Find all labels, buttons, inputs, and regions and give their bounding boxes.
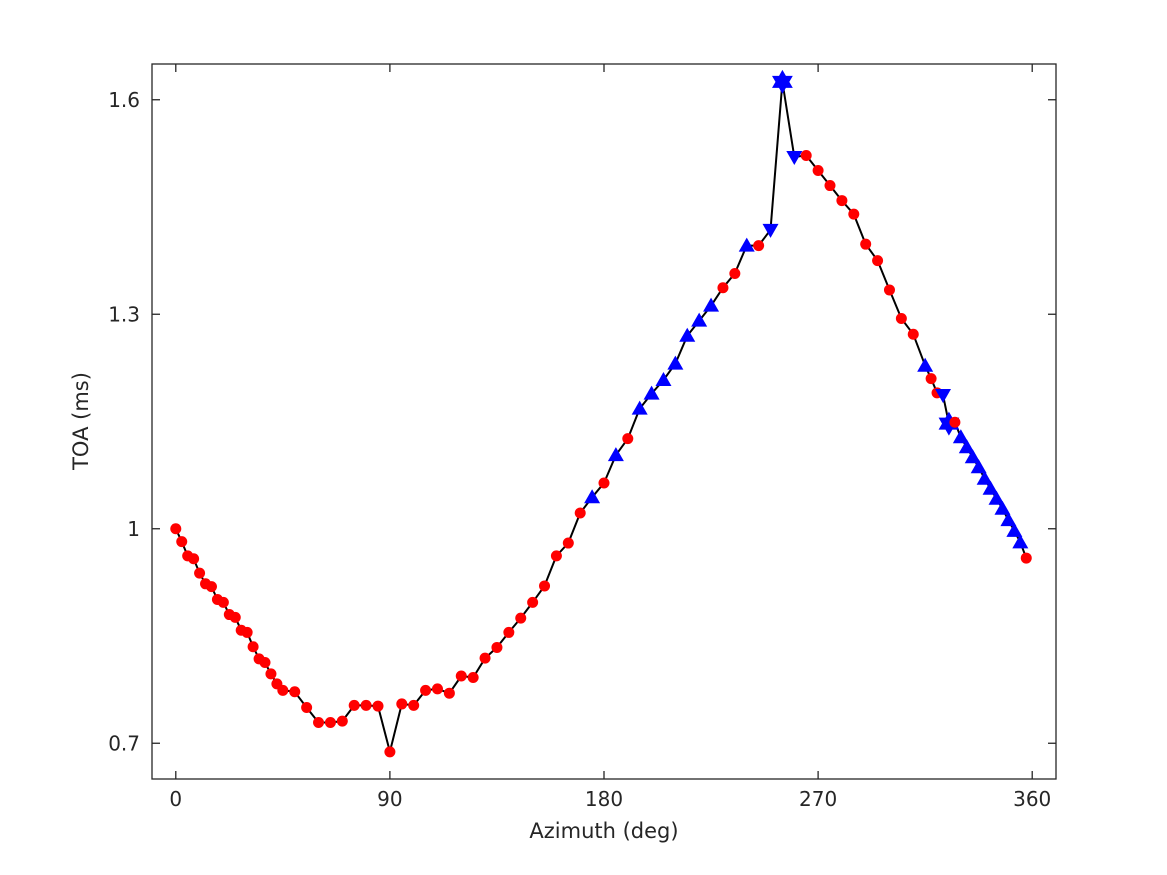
marker-triangle-up: [738, 237, 755, 252]
marker-circle: [431, 683, 443, 695]
marker-circle: [562, 537, 574, 549]
y-tick-label: 0.7: [108, 731, 140, 755]
marker-circle: [925, 373, 937, 385]
marker-circle: [301, 702, 313, 713]
y-tick-label: 1.3: [108, 302, 140, 326]
x-tick-label: 180: [585, 787, 623, 811]
marker-circle: [289, 686, 301, 698]
x-tick-label: 0: [169, 787, 182, 811]
toa-line: [174, 80, 1028, 753]
marker-circle: [241, 626, 253, 638]
marker-triangle-up: [917, 357, 934, 372]
marker-triangle-up: [952, 429, 969, 444]
marker-circle: [324, 717, 336, 729]
x-axis-label: Azimuth (deg): [529, 819, 678, 843]
marker-circle: [479, 652, 491, 664]
marker-circle: [539, 580, 551, 592]
marker-circle: [265, 668, 277, 680]
x-tick-label: 270: [799, 787, 837, 811]
marker-triangle-up: [691, 312, 708, 327]
marker-circle: [420, 684, 432, 696]
marker-circle: [491, 641, 503, 653]
marker-circle: [753, 240, 765, 252]
marker-circle: [384, 746, 396, 758]
marker-triangle-up: [964, 449, 981, 464]
marker-circle: [336, 715, 348, 727]
marker-circle: [217, 596, 229, 608]
marker-circle: [800, 150, 812, 162]
marker-circle: [360, 699, 372, 711]
marker-circle: [860, 238, 872, 250]
marker-circle: [812, 165, 824, 177]
marker-triangle-up: [970, 459, 987, 474]
marker-circle: [895, 313, 907, 325]
marker-circle: [176, 536, 188, 548]
marker-circle: [622, 433, 634, 445]
marker-circle: [467, 671, 479, 683]
marker-triangle-up: [1006, 522, 1023, 537]
marker-triangle-up: [607, 447, 624, 462]
marker-circle: [949, 416, 961, 428]
marker-circle: [515, 612, 527, 624]
x-tick-label: 90: [377, 787, 402, 811]
marker-circle: [396, 698, 408, 710]
marker-hexagram: [772, 69, 793, 94]
marker-circle: [229, 611, 241, 623]
marker-circle: [408, 699, 420, 711]
axes-box: [151, 63, 1057, 780]
marker-triangle-up: [1000, 512, 1017, 527]
marker-triangle-up: [958, 439, 975, 454]
marker-circle: [313, 717, 325, 729]
marker-circle: [443, 687, 455, 699]
y-axis-label: TOA (ms): [69, 372, 93, 471]
marker-circle: [205, 581, 217, 593]
marker-circle: [848, 208, 860, 220]
marker-circle: [729, 267, 741, 279]
marker-triangle-up: [584, 489, 601, 504]
marker-triangle-up: [703, 297, 720, 312]
marker-circle: [170, 523, 182, 535]
marker-circle: [194, 567, 206, 579]
marker-circle: [455, 670, 467, 682]
marker-triangle-up: [631, 400, 648, 415]
marker-triangle-down: [935, 389, 951, 404]
marker-triangle-down: [786, 150, 803, 165]
marker-triangle-up: [643, 385, 660, 400]
marker-circle: [527, 596, 539, 608]
marker-triangle-up: [667, 355, 684, 370]
marker-triangle-up: [982, 480, 999, 495]
marker-circle: [872, 255, 884, 267]
marker-circle: [883, 284, 895, 296]
marker-circle: [372, 700, 384, 712]
marker-circle: [574, 507, 586, 519]
y-tick-label: 1.6: [108, 88, 140, 112]
marker-circle: [277, 684, 289, 696]
marker-triangle-up: [994, 500, 1011, 515]
marker-circle: [824, 180, 836, 192]
marker-triangle-up: [655, 372, 672, 387]
marker-circle: [259, 656, 271, 668]
marker-circle: [247, 641, 259, 653]
marker-triangle-up: [679, 327, 696, 342]
marker-circle: [598, 477, 610, 489]
marker-triangle-up: [976, 470, 993, 485]
y-tick-label: 1: [127, 517, 140, 541]
marker-circle: [188, 553, 200, 565]
marker-circle: [503, 626, 515, 638]
marker-circle: [348, 699, 360, 711]
x-tick-label: 360: [1013, 787, 1051, 811]
marker-circle: [836, 195, 848, 207]
marker-circle: [1020, 552, 1032, 564]
marker-triangle-down: [762, 223, 779, 238]
marker-circle: [717, 282, 729, 294]
marker-triangle-up: [1012, 534, 1029, 549]
marker-circle: [550, 550, 562, 562]
marker-triangle-up: [988, 490, 1005, 505]
marker-circle: [907, 328, 919, 340]
